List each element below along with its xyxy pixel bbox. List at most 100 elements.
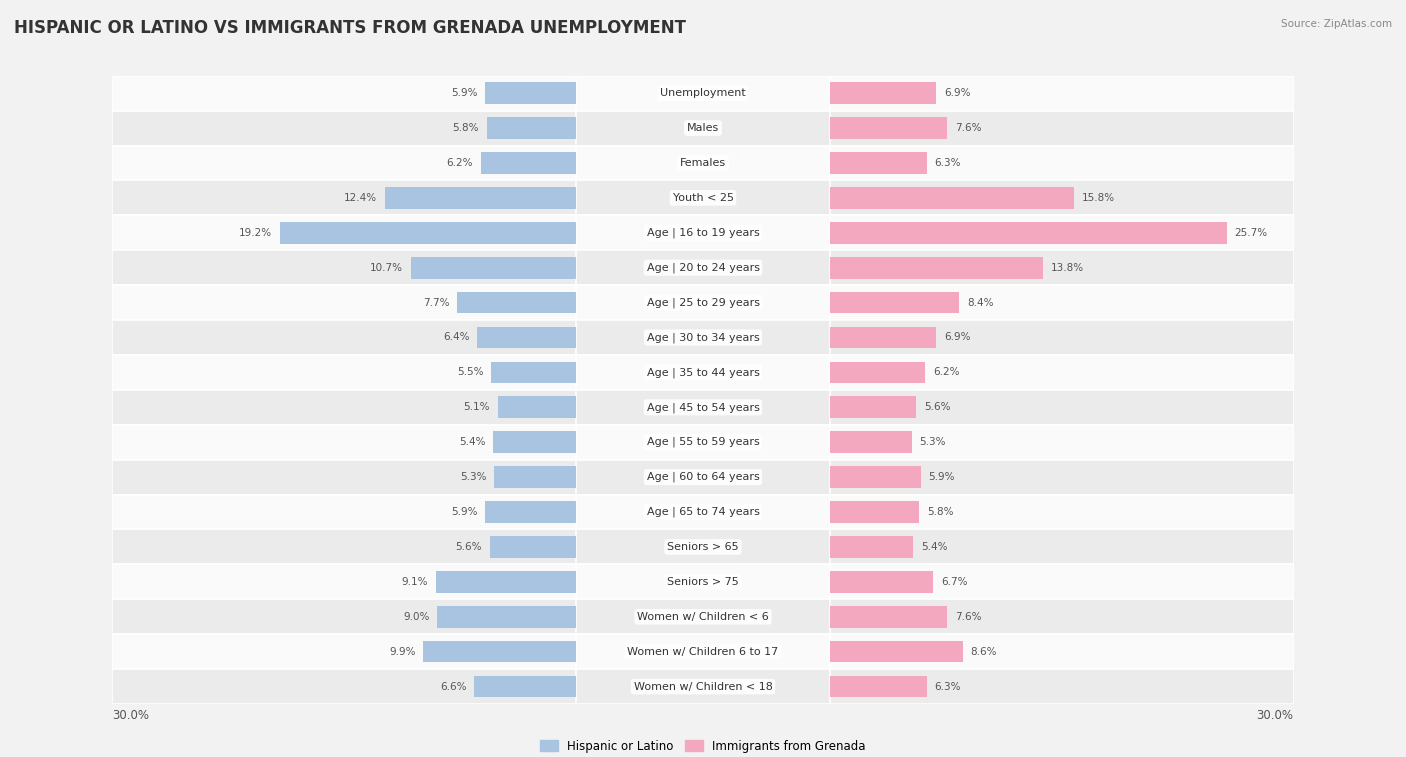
Bar [830,606,948,628]
Bar [112,669,576,704]
Bar [280,222,576,244]
Bar [478,327,576,348]
Text: 5.8%: 5.8% [453,123,479,133]
Text: 5.5%: 5.5% [457,367,484,378]
Text: 5.3%: 5.3% [920,438,946,447]
Bar [481,152,576,174]
Bar [112,215,576,251]
Bar [830,187,1074,209]
Text: Age | 16 to 19 years: Age | 16 to 19 years [647,228,759,238]
Bar [486,117,576,139]
Text: 30.0%: 30.0% [1257,709,1294,722]
Bar [112,145,576,180]
Bar [112,320,576,355]
Text: 25.7%: 25.7% [1234,228,1268,238]
Bar [576,529,830,565]
Bar [498,397,576,418]
Bar [830,285,1294,320]
Text: 6.9%: 6.9% [943,88,970,98]
Bar [830,222,1227,244]
Text: 7.7%: 7.7% [423,298,450,307]
Text: 9.1%: 9.1% [402,577,427,587]
Text: Males: Males [688,123,718,133]
Bar [830,641,963,662]
Bar [830,459,1294,494]
Bar [489,536,576,558]
Bar [576,180,830,215]
Text: Women w/ Children 6 to 17: Women w/ Children 6 to 17 [627,646,779,656]
Bar [830,215,1294,251]
Text: 5.4%: 5.4% [458,438,485,447]
Bar [492,362,576,383]
Text: 6.9%: 6.9% [943,332,970,342]
Text: 5.3%: 5.3% [460,472,486,482]
Bar [576,355,830,390]
Bar [830,425,1294,459]
Bar [830,669,1294,704]
Text: 30.0%: 30.0% [112,709,149,722]
Text: 19.2%: 19.2% [239,228,271,238]
Bar [830,180,1294,215]
Bar [830,76,1294,111]
Text: 8.4%: 8.4% [967,298,994,307]
Bar [576,111,830,145]
Text: 6.2%: 6.2% [446,158,472,168]
Bar [830,397,917,418]
Text: 6.2%: 6.2% [934,367,960,378]
Bar [830,390,1294,425]
Text: 6.3%: 6.3% [935,158,962,168]
Bar [485,501,576,523]
Text: 5.9%: 5.9% [451,507,478,517]
Bar [830,117,948,139]
Bar [485,83,576,104]
Text: 15.8%: 15.8% [1081,193,1115,203]
Text: 13.8%: 13.8% [1050,263,1084,273]
Text: Seniors > 75: Seniors > 75 [666,577,740,587]
Bar [830,466,921,488]
Text: Age | 30 to 34 years: Age | 30 to 34 years [647,332,759,343]
Bar [112,634,576,669]
Bar [112,180,576,215]
Bar [112,529,576,565]
Text: Women w/ Children < 6: Women w/ Children < 6 [637,612,769,621]
Bar [411,257,576,279]
Text: Source: ZipAtlas.com: Source: ZipAtlas.com [1281,19,1392,29]
Text: Age | 55 to 59 years: Age | 55 to 59 years [647,437,759,447]
Bar [112,565,576,600]
Text: Seniors > 65: Seniors > 65 [668,542,738,552]
Bar [576,669,830,704]
Bar [576,320,830,355]
Bar [436,571,576,593]
Bar [112,76,576,111]
Text: 5.1%: 5.1% [464,402,489,413]
Bar [495,466,576,488]
Bar [112,390,576,425]
Bar [830,355,1294,390]
Text: HISPANIC OR LATINO VS IMMIGRANTS FROM GRENADA UNEMPLOYMENT: HISPANIC OR LATINO VS IMMIGRANTS FROM GR… [14,19,686,37]
Text: 5.6%: 5.6% [924,402,950,413]
Bar [385,187,576,209]
Bar [112,494,576,529]
Bar [437,606,576,628]
Bar [576,494,830,529]
Bar [830,501,920,523]
Text: Women w/ Children < 18: Women w/ Children < 18 [634,681,772,692]
Text: 5.6%: 5.6% [456,542,482,552]
Bar [830,536,912,558]
Text: Age | 35 to 44 years: Age | 35 to 44 years [647,367,759,378]
Text: 5.9%: 5.9% [451,88,478,98]
Text: 5.4%: 5.4% [921,542,948,552]
Text: 7.6%: 7.6% [955,612,981,621]
Text: 10.7%: 10.7% [370,263,404,273]
Bar [830,600,1294,634]
Text: 6.4%: 6.4% [443,332,470,342]
Bar [576,634,830,669]
Bar [576,600,830,634]
Bar [576,215,830,251]
Text: 5.9%: 5.9% [928,472,955,482]
Bar [830,431,911,453]
Bar [830,145,1294,180]
Bar [830,494,1294,529]
Bar [830,83,936,104]
Bar [576,285,830,320]
